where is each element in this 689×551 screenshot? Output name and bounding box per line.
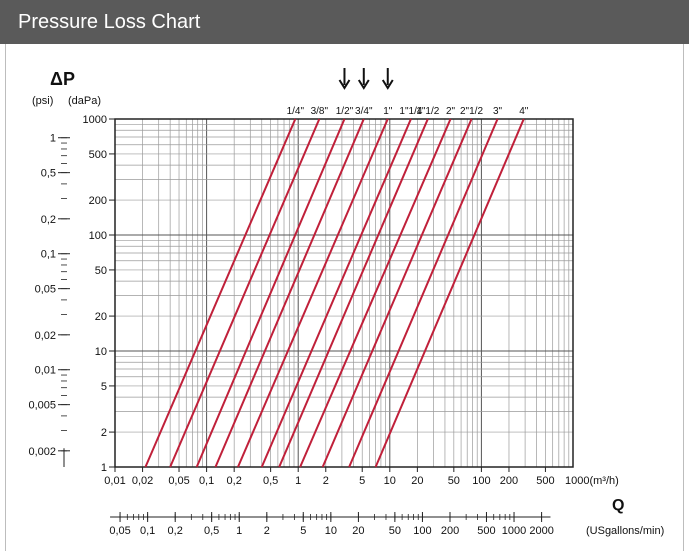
gpm-tick-label: 0,05 (109, 525, 130, 537)
series-label: 4" (519, 106, 529, 117)
x-tick-label: 50 (448, 475, 460, 487)
x-tick-label: 0,01 (104, 475, 125, 487)
psi-tick-label: 0,2 (41, 214, 56, 226)
x-tick-label: 20 (411, 475, 423, 487)
x-axis-symbol: Q (612, 497, 624, 514)
psi-tick-label: 0,01 (35, 365, 56, 377)
psi-tick-label: 0,02 (35, 330, 56, 342)
x-tick-label: 0,05 (168, 475, 189, 487)
gpm-tick-label: 2 (264, 525, 270, 537)
psi-tick-label: 0,05 (35, 284, 56, 296)
x-tick-label: 1 (295, 475, 301, 487)
series-line (299, 118, 452, 468)
series-label: 1/4" (287, 106, 305, 117)
series-label: 3/8" (311, 106, 329, 117)
chart-frame (5, 44, 684, 551)
series-line (278, 118, 429, 468)
y-axis-symbol: ΔP (50, 69, 75, 89)
gpm-tick-label: 100 (413, 525, 431, 537)
series-label: 1"1/4 (399, 106, 422, 117)
gpm-tick-label: 0,1 (140, 525, 155, 537)
gpm-tick-label: 20 (352, 525, 364, 537)
dapa-tick-label: 500 (89, 149, 107, 161)
x-axis-unit: 1000(m³/h) (565, 475, 619, 487)
series-line (374, 118, 525, 468)
gpm-tick-label: 0,2 (168, 525, 183, 537)
x-tick-label: 0,1 (199, 475, 214, 487)
series-line (348, 118, 499, 468)
series-label: 3/4" (355, 106, 373, 117)
gpm-tick-label: 5 (300, 525, 306, 537)
series-line (144, 118, 297, 468)
gpm-axis-unit: (USgallons/min) (586, 525, 664, 537)
page-title: Pressure Loss Chart (18, 11, 201, 33)
x-tick-label: 0,2 (227, 475, 242, 487)
psi-tick-label: 0,5 (41, 168, 56, 180)
dapa-tick-label: 2 (101, 427, 107, 439)
gpm-tick-label: 50 (389, 525, 401, 537)
series-label: 1" (383, 106, 393, 117)
x-tick-label: 0,02 (132, 475, 153, 487)
chart-title-bar: Pressure Loss Chart (0, 0, 689, 44)
series-label: 1/2" (336, 106, 354, 117)
gpm-tick-label: 1000 (502, 525, 526, 537)
gpm-tick-label: 0,5 (204, 525, 219, 537)
dapa-tick-label: 10 (95, 346, 107, 358)
x-tick-label: 0,5 (263, 475, 278, 487)
x-tick-label: 500 (536, 475, 554, 487)
series-line (169, 118, 321, 468)
psi-tick-label: 1 (50, 133, 56, 145)
x-tick-label: 100 (472, 475, 490, 487)
series-label: 2"1/2 (460, 106, 483, 117)
series-label: 2" (446, 106, 456, 117)
x-tick-label: 10 (384, 475, 396, 487)
series-label: 1"1/2 (416, 106, 439, 117)
psi-tick-label: 0,005 (28, 400, 56, 412)
series-line (237, 118, 389, 468)
dapa-tick-label: 50 (95, 265, 107, 277)
dapa-tick-label: 200 (89, 195, 107, 207)
psi-tick-label: 0,002 (28, 446, 56, 458)
arrow-head (381, 79, 394, 90)
series-line (214, 118, 365, 468)
arrow-head (357, 79, 370, 90)
gpm-tick-label: 200 (441, 525, 459, 537)
y-axis-unit-dapa: (daPa) (68, 95, 101, 107)
x-tick-label: 200 (500, 475, 518, 487)
gpm-tick-label: 10 (325, 525, 337, 537)
dapa-tick-label: 5 (101, 381, 107, 393)
dapa-tick-label: 20 (95, 311, 107, 323)
psi-tick-label: 0,1 (41, 249, 56, 261)
dapa-tick-label: 1 (101, 462, 107, 474)
dapa-tick-label: 100 (89, 230, 107, 242)
series-label: 3" (493, 106, 503, 117)
gpm-tick-label: 2000 (529, 525, 553, 537)
gpm-tick-label: 500 (477, 525, 495, 537)
series-line (321, 118, 473, 468)
x-tick-label: 2 (323, 475, 329, 487)
y-axis-unit-psi: (psi) (32, 95, 53, 107)
series-line (195, 118, 346, 468)
series-line (260, 118, 412, 468)
arrow-head (338, 79, 351, 90)
gpm-tick-label: 1 (236, 525, 242, 537)
dapa-tick-label: 1000 (83, 114, 107, 126)
x-tick-label: 5 (359, 475, 365, 487)
